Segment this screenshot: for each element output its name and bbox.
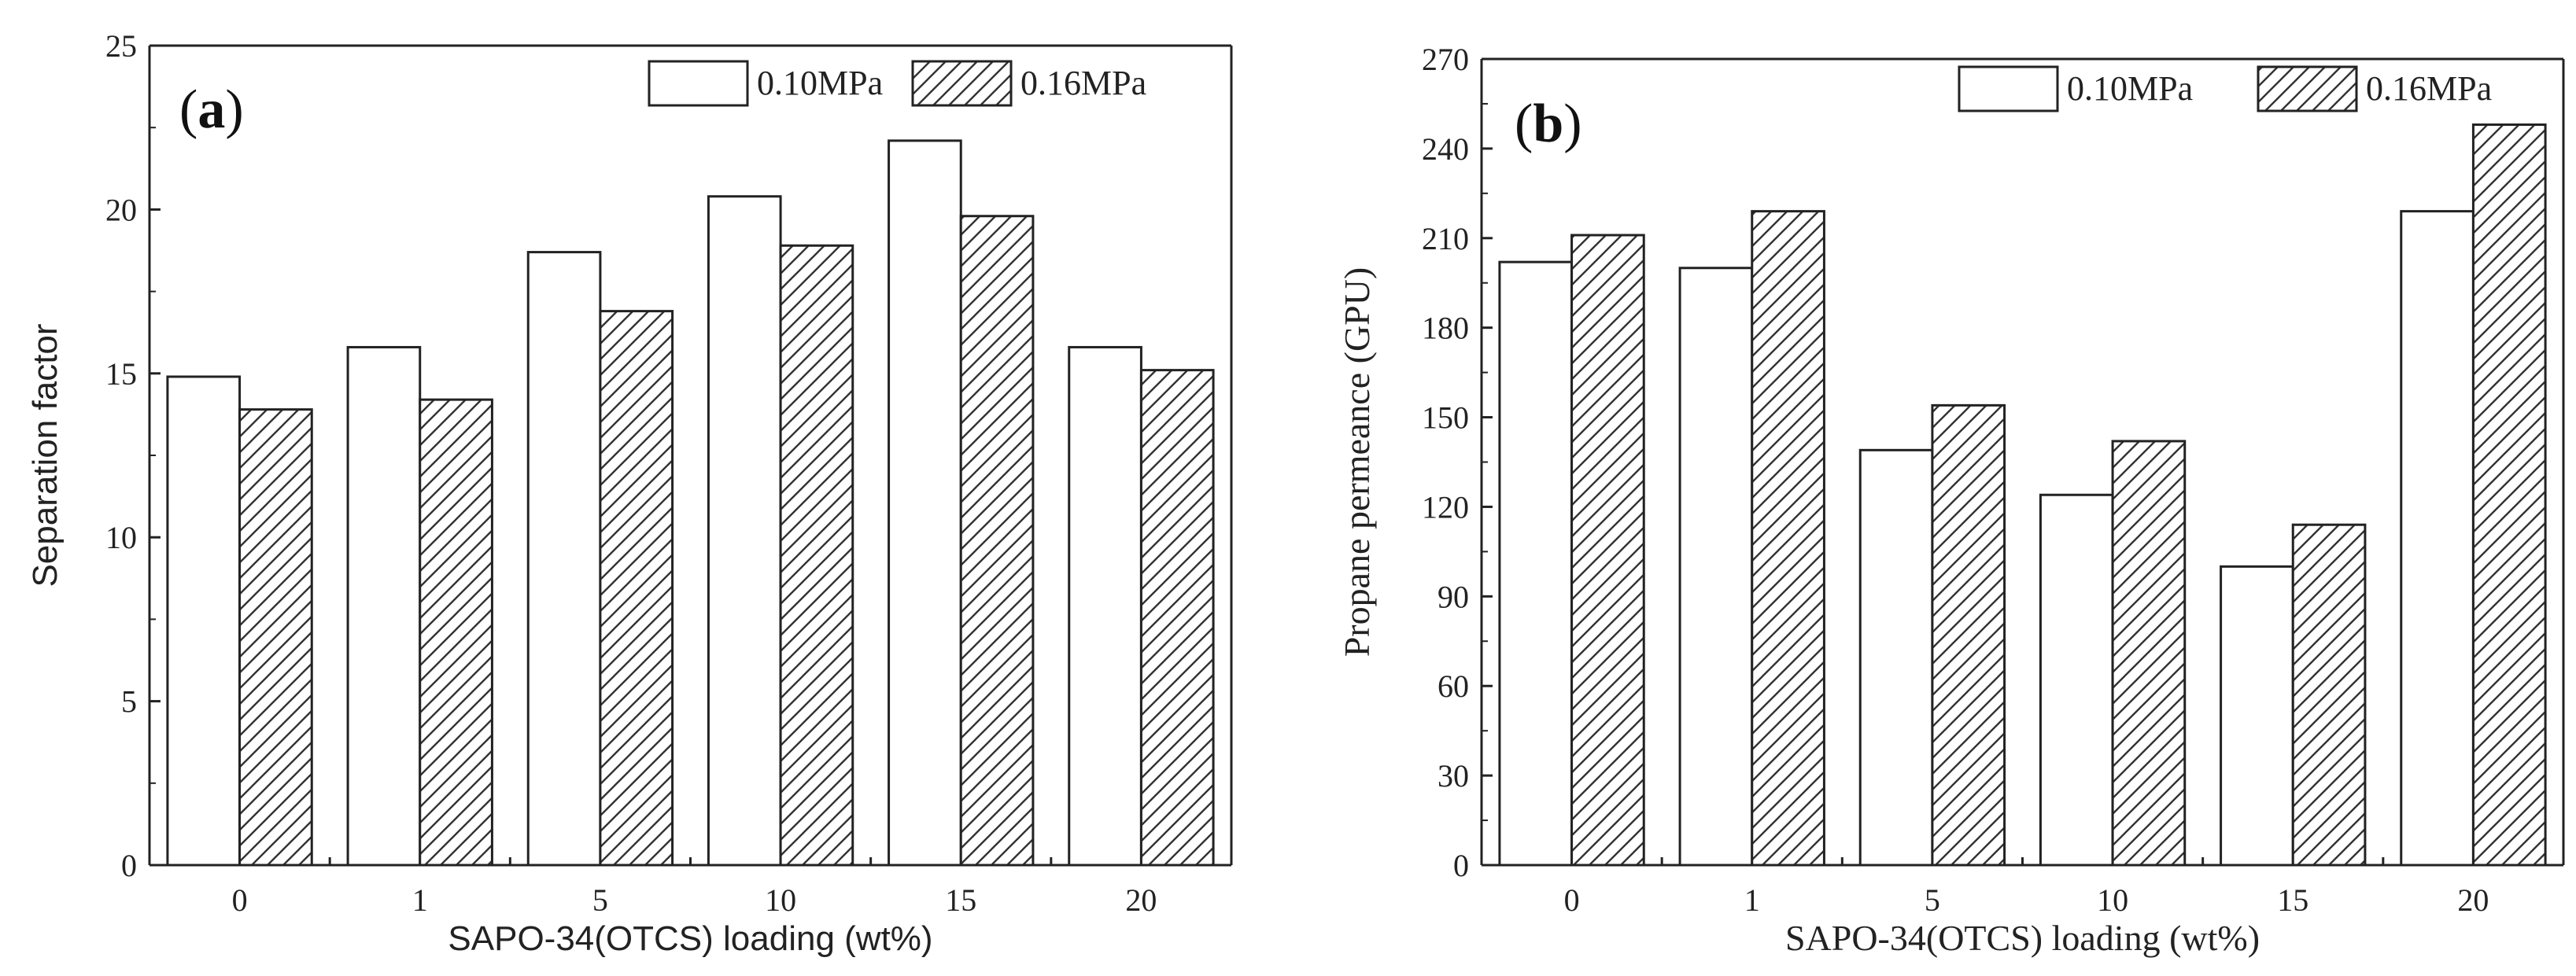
- panel-paren: (: [179, 79, 197, 140]
- x-tick-label: 1: [412, 882, 428, 918]
- y-tick-label: 150: [1422, 400, 1469, 436]
- y-tick-label: 25: [105, 28, 137, 64]
- y-tick-label: 180: [1422, 311, 1469, 346]
- x-tick-label: 5: [592, 882, 608, 918]
- y-tick-label: 15: [105, 356, 137, 392]
- bar-0.16MPa-20: [1139, 369, 1215, 867]
- x-tick-label: 15: [945, 882, 976, 918]
- x-tick-label: 10: [2097, 882, 2128, 918]
- y-axis-title: Propane permeance (GPU): [1337, 267, 1377, 657]
- panel-letter: b: [1533, 94, 1563, 154]
- bar-0.16MPa-15: [2291, 523, 2367, 867]
- legend-swatch-0.10MPa: [648, 60, 749, 107]
- bar-0.10MPa-15: [888, 139, 962, 867]
- x-tick-label: 0: [1564, 882, 1580, 918]
- y-tick-label: 30: [1437, 758, 1469, 794]
- bar-0.16MPa-1: [419, 398, 493, 867]
- bar-0.10MPa-5: [526, 251, 602, 867]
- bar-0.10MPa-20: [2400, 210, 2475, 867]
- bar-0.10MPa-5: [1858, 448, 1934, 867]
- bar-0.16MPa-10: [779, 244, 854, 867]
- legend-label: 0.16MPa: [2366, 69, 2492, 108]
- bar-0.16MPa-1: [1751, 210, 1825, 867]
- x-axis-title: SAPO-34(OTCS) loading (wt%): [1785, 918, 2260, 958]
- panel-label: (b): [1515, 94, 1582, 154]
- x-tick-label: 5: [1925, 882, 1940, 918]
- bar-0.10MPa-1: [1678, 267, 1754, 867]
- bar-0.16MPa-5: [599, 310, 674, 867]
- legend-label: 0.10MPa: [2067, 69, 2193, 108]
- y-tick-label: 20: [105, 192, 137, 227]
- bar-0.10MPa-20: [1068, 345, 1142, 867]
- panel-letter: a: [197, 79, 225, 140]
- legend-label: 0.10MPa: [757, 64, 883, 102]
- legend-swatch-0.10MPa: [1958, 65, 2059, 112]
- bar-0.10MPa-10: [707, 195, 782, 867]
- panel-paren: (: [1515, 94, 1533, 154]
- y-axis-title: Separation factor: [26, 323, 65, 587]
- panel-label: (a): [179, 79, 244, 140]
- bar-0.10MPa-0: [1498, 260, 1574, 867]
- x-tick-label: 1: [1744, 882, 1760, 918]
- x-tick-label: 20: [1125, 882, 1157, 918]
- panel-paren: ): [1563, 94, 1581, 154]
- bar-0.16MPa-15: [959, 215, 1035, 867]
- bar-0.16MPa-5: [1931, 403, 2006, 867]
- bar-0.16MPa-0: [1570, 234, 1645, 867]
- x-tick-label: 15: [2277, 882, 2308, 918]
- y-tick-label: 60: [1437, 668, 1469, 704]
- legend-swatch-0.16MPa: [2257, 65, 2358, 112]
- bar-0.16MPa-0: [238, 408, 313, 867]
- y-tick-label: 5: [121, 684, 137, 720]
- y-tick-label: 0: [121, 848, 137, 883]
- bar-0.10MPa-15: [2220, 565, 2294, 867]
- y-tick-label: 10: [105, 520, 137, 555]
- legend-swatch-0.16MPa: [911, 60, 1013, 107]
- y-tick-label: 120: [1422, 489, 1469, 525]
- y-tick-label: 240: [1422, 131, 1469, 167]
- panel-paren: ): [225, 79, 243, 140]
- bar-0.10MPa-10: [2039, 493, 2114, 867]
- y-tick-label: 270: [1422, 42, 1469, 77]
- y-tick-label: 90: [1437, 579, 1469, 614]
- bar-0.16MPa-20: [2471, 123, 2547, 867]
- bar-0.10MPa-1: [346, 345, 422, 867]
- y-tick-label: 210: [1422, 221, 1469, 256]
- y-tick-label: 0: [1453, 848, 1469, 883]
- bar-0.10MPa-0: [166, 375, 242, 867]
- x-tick-label: 10: [765, 882, 796, 918]
- legend-label: 0.16MPa: [1020, 64, 1146, 102]
- x-tick-label: 20: [2457, 882, 2489, 918]
- x-tick-label: 0: [232, 882, 248, 918]
- x-axis-title: SAPO-34(OTCS) loading (wt%): [448, 919, 932, 958]
- bar-0.16MPa-10: [2111, 440, 2187, 867]
